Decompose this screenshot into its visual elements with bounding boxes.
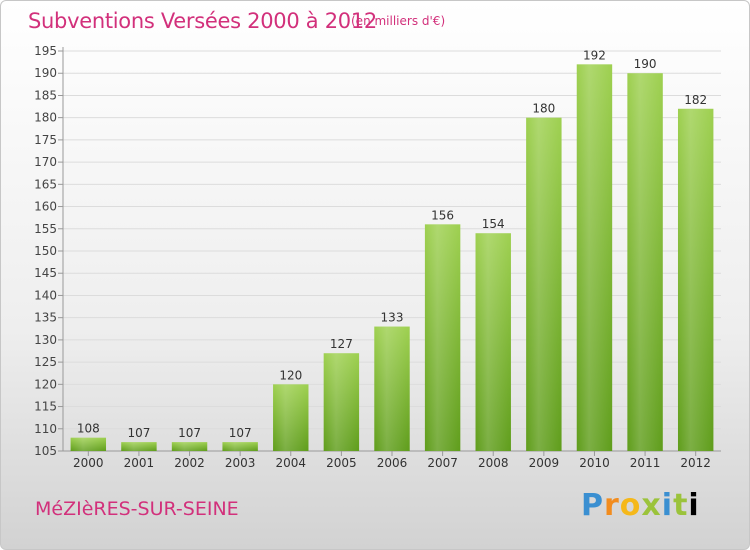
y-tick-label: 145 <box>34 266 57 280</box>
y-tick-label: 135 <box>34 311 57 325</box>
bar-value-label: 127 <box>330 337 353 351</box>
bar-value-label: 133 <box>381 311 404 325</box>
chart-subtitle: (en milliers d'€) <box>351 14 446 28</box>
bar-value-label: 107 <box>229 426 252 440</box>
x-tick-label: 2006 <box>377 456 408 470</box>
y-tick-label: 130 <box>34 333 57 347</box>
x-tick-label: 2007 <box>427 456 458 470</box>
commune-name: MéZIèRES-SUR-SEINE <box>35 498 239 520</box>
bar-highlight <box>374 326 410 451</box>
y-tick-label: 115 <box>34 400 57 414</box>
x-tick-label: 2008 <box>478 456 509 470</box>
x-tick-label: 2001 <box>124 456 155 470</box>
x-tick-label: 2009 <box>529 456 560 470</box>
logo-letter: r <box>604 488 620 523</box>
y-tick-label: 140 <box>34 288 57 302</box>
bar-highlight <box>677 108 714 452</box>
bar-highlight <box>222 442 258 451</box>
bar-value-label: 182 <box>684 93 707 107</box>
y-tick-label: 185 <box>34 88 57 102</box>
logo-letter: i <box>661 488 674 523</box>
bars: 108 107 107 107 120 127 133 156 154 180 192 190 182 <box>70 48 714 452</box>
bar-value-label: 192 <box>583 48 606 62</box>
bar-highlight <box>323 353 360 451</box>
logo-letter: P <box>581 488 604 523</box>
logo-letter: x <box>641 488 662 523</box>
logo-letter: t <box>673 488 689 523</box>
bar-highlight <box>70 437 107 451</box>
x-tick-label: 2011 <box>630 456 661 470</box>
bar-value-label: 154 <box>482 217 505 231</box>
y-tick-label: 150 <box>34 244 57 258</box>
x-tick-label: 2000 <box>73 456 104 470</box>
bar-value-label: 107 <box>178 426 201 440</box>
bar-highlight <box>424 224 461 451</box>
bar-highlight <box>475 233 511 451</box>
bar-value-label: 180 <box>532 102 555 116</box>
y-tick-label: 165 <box>34 177 57 191</box>
x-tick-label: 2005 <box>326 456 357 470</box>
bar-highlight <box>273 384 309 451</box>
y-tick-label: 105 <box>34 444 57 458</box>
axes: 105 110 115 120 125 130 135 140 145 150 155 160 165 1… <box>34 44 721 470</box>
y-tick-label: 120 <box>34 377 57 391</box>
y-tick-label: 170 <box>34 155 57 169</box>
x-tick-label: 2002 <box>174 456 205 470</box>
bar-highlight <box>526 117 562 452</box>
bar-highlight <box>627 73 663 451</box>
y-tick-label: 175 <box>34 133 57 147</box>
x-tick-label: 2012 <box>680 456 711 470</box>
y-tick-label: 125 <box>34 355 57 369</box>
bar-highlight <box>171 442 208 451</box>
bar-value-label: 120 <box>279 368 302 382</box>
bar-value-label: 108 <box>77 422 100 436</box>
y-tick-label: 195 <box>34 44 57 58</box>
y-tick-label: 110 <box>34 422 57 436</box>
x-tick-label: 2004 <box>275 456 306 470</box>
proxiti-logo: Proxiti <box>581 488 700 523</box>
logo-letter: o <box>619 488 642 523</box>
bar-value-label: 156 <box>431 208 454 222</box>
x-tick-label: 2010 <box>579 456 610 470</box>
bar-value-label: 107 <box>127 426 150 440</box>
chart-title: Subventions Versées 2000 à 2012 <box>28 9 377 33</box>
x-tick-label: 2003 <box>225 456 256 470</box>
logo-letter: i <box>688 488 700 523</box>
bar-value-label: 190 <box>634 57 657 71</box>
y-tick-label: 180 <box>34 111 57 125</box>
y-tick-label: 155 <box>34 222 57 236</box>
y-tick-label: 160 <box>34 200 57 214</box>
bar-highlight <box>121 442 157 451</box>
y-tick-label: 190 <box>34 66 57 80</box>
bar-highlight <box>576 64 613 452</box>
